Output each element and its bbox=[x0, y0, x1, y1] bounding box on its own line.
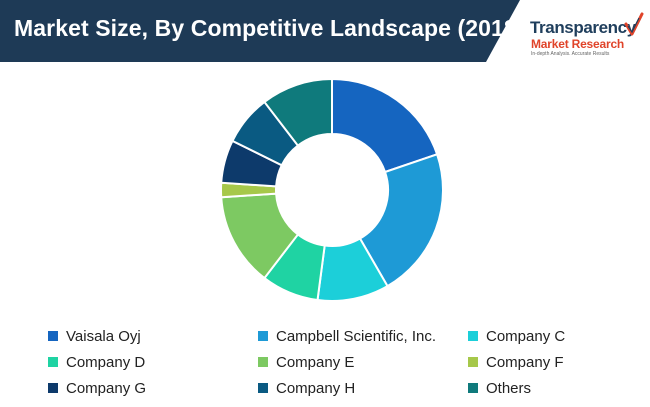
legend-item-vaisala-oyj: Vaisala Oyj bbox=[48, 326, 141, 346]
legend-item-others: Others bbox=[468, 378, 531, 398]
legend-swatch bbox=[48, 383, 58, 393]
legend-item-company-d: Company D bbox=[48, 352, 145, 372]
legend-label: Company C bbox=[486, 327, 566, 345]
legend-swatch bbox=[258, 331, 268, 341]
legend-label: Company G bbox=[66, 379, 147, 397]
legend-swatch bbox=[468, 331, 478, 341]
donut-chart bbox=[220, 77, 444, 302]
legend-swatch bbox=[468, 383, 478, 393]
logo-tagline: In-depth Analysis. Accurate Results bbox=[531, 51, 610, 57]
logo-text-primary: Transparency bbox=[530, 18, 636, 37]
legend-label: Company H bbox=[276, 379, 356, 397]
legend-swatch bbox=[468, 357, 478, 367]
legend-swatch bbox=[48, 331, 58, 341]
legend-item-company-c: Company C bbox=[468, 326, 565, 346]
donut-slice-campbell-scientific-inc bbox=[358, 153, 444, 288]
legend-label: Campbell Scientific, Inc. bbox=[276, 327, 437, 345]
donut-slice-vaisala-oyj bbox=[331, 77, 439, 174]
checkmark-icon bbox=[624, 12, 644, 36]
brand-logo: Transparency Market Research In-depth An… bbox=[528, 8, 646, 60]
legend-item-company-e: Company E bbox=[258, 352, 354, 372]
legend-item-company-f: Company F bbox=[468, 352, 564, 372]
title-banner: Market Size, By Competitive Landscape (2… bbox=[0, 0, 524, 62]
legend-label: Others bbox=[486, 379, 532, 397]
title-banner-shape bbox=[0, 0, 520, 62]
legend-label: Company F bbox=[486, 353, 564, 371]
legend-item-campbell-scientific-inc: Campbell Scientific, Inc. bbox=[258, 326, 436, 346]
chart-title: Market Size, By Competitive Landscape (2… bbox=[14, 15, 525, 41]
legend-item-company-g: Company G bbox=[48, 378, 146, 398]
logo-text-secondary: Market Research bbox=[531, 37, 625, 51]
legend-swatch bbox=[258, 383, 268, 393]
donut-slice-others bbox=[263, 77, 333, 147]
legend-swatch bbox=[258, 357, 268, 367]
legend-label: Company D bbox=[66, 353, 146, 371]
legend-item-company-h: Company H bbox=[258, 378, 355, 398]
legend-label: Vaisala Oyj bbox=[66, 327, 141, 345]
chart-legend: Vaisala Oyj Campbell Scientific, Inc. Comp… bbox=[0, 318, 650, 407]
legend-label: Company E bbox=[276, 353, 355, 371]
donut-slices bbox=[220, 77, 444, 302]
legend-swatch bbox=[48, 357, 58, 367]
